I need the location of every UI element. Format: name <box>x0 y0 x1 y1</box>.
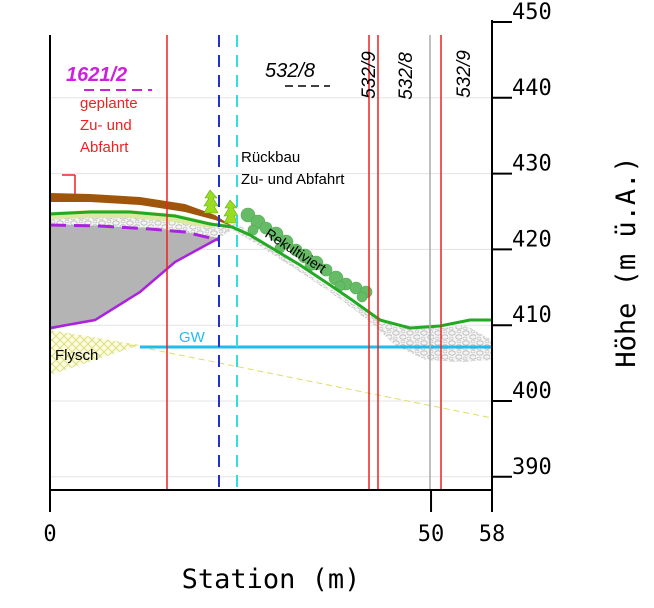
groundwater-label: GW <box>179 329 206 346</box>
parcel-label-vertical-2: 532/8 <box>396 52 417 100</box>
x-tick-label: 58 <box>479 522 506 547</box>
planned-label-line-2: Zu- und <box>80 117 132 134</box>
y-tick-label: 420 <box>512 227 552 252</box>
terrain-surface-line <box>49 210 492 330</box>
y-tick-label: 400 <box>512 379 552 404</box>
rueckbau-label-line-2: Zu- und Abfahrt <box>241 171 345 188</box>
y-tick-label: 390 <box>512 455 552 480</box>
y-tick-label: 410 <box>512 303 552 328</box>
planned-label-line-1: geplante <box>80 95 138 112</box>
vegetation-strip <box>240 207 373 303</box>
flysch-label: Flysch <box>55 347 98 364</box>
planned-base-line <box>49 236 220 330</box>
y-tick-label: 430 <box>512 152 552 177</box>
parcel-label-mid: 532/8 <box>265 60 315 82</box>
y-axis-ticks: 390 400 410 420 430 440 450 <box>492 0 552 480</box>
existing-fill-zone <box>50 224 219 330</box>
planned-label-line-3: Abfahrt <box>80 139 129 156</box>
parcel-label-vertical-3: 532/9 <box>454 50 475 98</box>
y-axis-label: Höhe (m ü.A.) <box>611 156 642 367</box>
x-tick-label: 0 <box>43 522 56 547</box>
y-tick-label: 440 <box>512 76 552 101</box>
x-axis-ticks: 0 50 58 <box>43 490 505 547</box>
flysch-layer <box>50 330 140 375</box>
parcel-label-left: 1621/2 <box>66 64 127 86</box>
x-axis-label: Station (m) <box>182 564 361 595</box>
topsoil-layer <box>50 210 219 228</box>
tree-icons <box>203 189 239 224</box>
flysch-boundary-line <box>129 344 493 419</box>
planned-excavation-line <box>49 223 220 242</box>
x-tick-label: 50 <box>418 522 445 547</box>
parcel-label-vertical-1: 532/9 <box>359 51 380 99</box>
rueckbau-label-line-1: Rückbau <box>241 149 300 166</box>
y-tick-label: 450 <box>512 0 552 25</box>
planned-access-road <box>50 193 232 226</box>
